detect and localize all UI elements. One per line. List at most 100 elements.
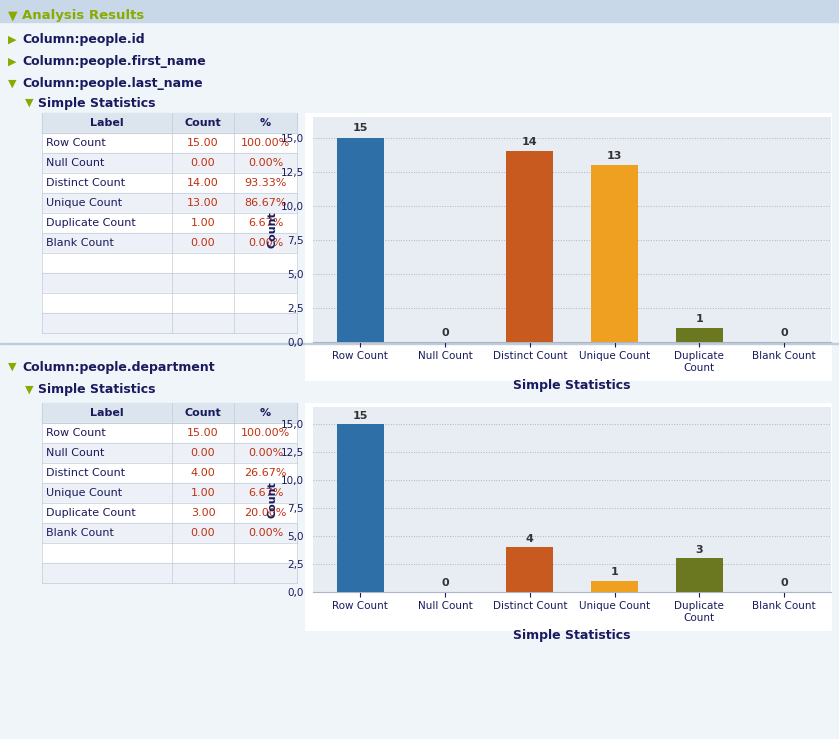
Bar xyxy=(42,273,297,293)
Text: Distinct Count: Distinct Count xyxy=(46,178,125,188)
Bar xyxy=(42,233,297,253)
Bar xyxy=(42,423,297,443)
Text: 6.67%: 6.67% xyxy=(248,488,284,498)
Bar xyxy=(42,173,297,193)
Bar xyxy=(337,424,383,592)
Text: ▼: ▼ xyxy=(25,385,34,395)
X-axis label: Simple Statistics: Simple Statistics xyxy=(513,378,631,392)
Bar xyxy=(42,523,297,543)
Text: ▶: ▶ xyxy=(8,57,17,67)
Text: Count: Count xyxy=(185,118,221,128)
Text: 86.67%: 86.67% xyxy=(244,198,287,208)
Bar xyxy=(42,403,297,423)
Bar xyxy=(42,403,297,583)
Text: ▶: ▶ xyxy=(8,35,17,45)
Bar xyxy=(42,543,297,563)
Bar xyxy=(676,328,722,341)
Text: 3: 3 xyxy=(696,545,703,555)
Text: 1: 1 xyxy=(611,568,618,577)
Bar xyxy=(0,343,839,344)
Bar xyxy=(42,133,297,153)
Bar xyxy=(42,253,297,273)
Text: %: % xyxy=(260,118,271,128)
Text: 0.00%: 0.00% xyxy=(248,238,283,248)
Text: 0.00%: 0.00% xyxy=(248,448,283,458)
Text: 26.67%: 26.67% xyxy=(244,468,287,478)
Text: 14.00: 14.00 xyxy=(187,178,219,188)
Text: Null Count: Null Count xyxy=(46,448,104,458)
Text: 93.33%: 93.33% xyxy=(244,178,287,188)
Text: 1.00: 1.00 xyxy=(190,488,216,498)
Text: Unique Count: Unique Count xyxy=(46,488,122,498)
Text: Null Count: Null Count xyxy=(46,158,104,168)
Bar xyxy=(305,113,831,380)
Text: ▼: ▼ xyxy=(8,79,17,89)
Bar xyxy=(507,151,553,341)
Text: 14: 14 xyxy=(522,137,538,147)
Bar xyxy=(591,165,638,341)
Text: 3.00: 3.00 xyxy=(190,508,216,518)
Text: Simple Statistics: Simple Statistics xyxy=(38,97,155,109)
Text: Simple Statistics: Simple Statistics xyxy=(38,384,155,397)
Bar xyxy=(337,137,383,341)
Text: Column:people.first_name: Column:people.first_name xyxy=(22,55,206,69)
Text: 1: 1 xyxy=(696,314,703,324)
Text: 0: 0 xyxy=(780,579,788,588)
Text: 0: 0 xyxy=(780,327,788,338)
Text: 13.00: 13.00 xyxy=(187,198,219,208)
Bar xyxy=(42,483,297,503)
Text: Analysis Results: Analysis Results xyxy=(22,10,144,22)
Bar xyxy=(591,581,638,592)
Text: 0.00: 0.00 xyxy=(190,448,216,458)
Text: 4: 4 xyxy=(526,534,534,544)
Bar xyxy=(676,558,722,592)
Text: 0.00: 0.00 xyxy=(190,238,216,248)
Text: 15.00: 15.00 xyxy=(187,428,219,438)
Bar xyxy=(507,547,553,592)
Text: Duplicate Count: Duplicate Count xyxy=(46,508,136,518)
Text: Label: Label xyxy=(90,118,124,128)
Text: ▼: ▼ xyxy=(8,362,17,372)
Text: 15.00: 15.00 xyxy=(187,138,219,148)
Text: Row Count: Row Count xyxy=(46,138,106,148)
Text: Column:people.last_name: Column:people.last_name xyxy=(22,78,203,90)
Text: 0.00: 0.00 xyxy=(190,158,216,168)
Bar xyxy=(305,403,831,630)
Text: 1.00: 1.00 xyxy=(190,218,216,228)
Text: Count: Count xyxy=(185,408,221,418)
Text: Row Count: Row Count xyxy=(46,428,106,438)
Bar xyxy=(42,113,297,133)
Bar xyxy=(42,113,297,333)
Bar xyxy=(42,503,297,523)
Bar xyxy=(42,293,297,313)
Text: 0.00: 0.00 xyxy=(190,528,216,538)
Bar xyxy=(42,563,297,583)
Text: 6.67%: 6.67% xyxy=(248,218,284,228)
Text: 0: 0 xyxy=(441,327,449,338)
Text: 15: 15 xyxy=(352,123,368,134)
Bar xyxy=(42,313,297,333)
Text: 4.00: 4.00 xyxy=(190,468,216,478)
Text: Blank Count: Blank Count xyxy=(46,528,114,538)
Text: Column:people.department: Column:people.department xyxy=(22,361,215,373)
Text: 100.00%: 100.00% xyxy=(241,428,290,438)
Text: 0: 0 xyxy=(441,579,449,588)
Text: 0.00%: 0.00% xyxy=(248,528,283,538)
Text: ▼: ▼ xyxy=(25,98,34,108)
Text: 100.00%: 100.00% xyxy=(241,138,290,148)
Text: Column:people.id: Column:people.id xyxy=(22,33,144,47)
Y-axis label: Count: Count xyxy=(268,481,278,518)
Bar xyxy=(42,153,297,173)
Text: %: % xyxy=(260,408,271,418)
Text: Unique Count: Unique Count xyxy=(46,198,122,208)
Bar xyxy=(42,193,297,213)
X-axis label: Simple Statistics: Simple Statistics xyxy=(513,629,631,641)
Bar xyxy=(42,443,297,463)
Bar xyxy=(42,463,297,483)
Text: Duplicate Count: Duplicate Count xyxy=(46,218,136,228)
Y-axis label: Count: Count xyxy=(268,211,278,248)
Text: 13: 13 xyxy=(607,151,623,160)
Bar xyxy=(42,213,297,233)
Text: ▼: ▼ xyxy=(8,10,18,22)
Text: Distinct Count: Distinct Count xyxy=(46,468,125,478)
